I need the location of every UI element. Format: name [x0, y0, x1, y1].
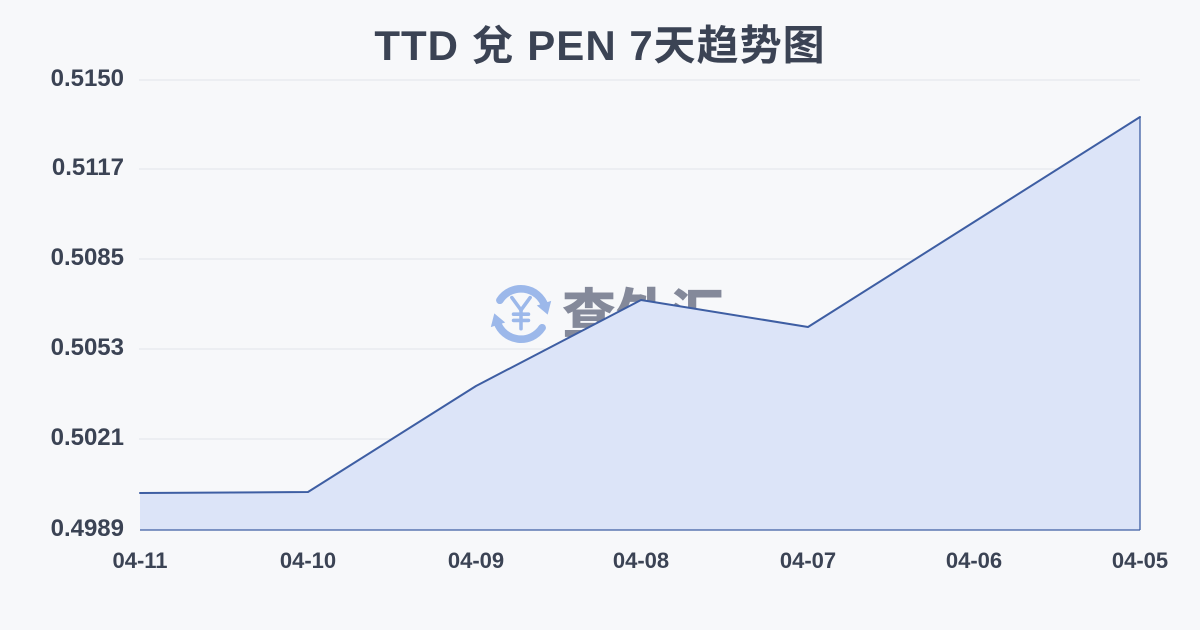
svg-text:04-08: 04-08: [613, 548, 669, 573]
svg-text:0.5117: 0.5117: [52, 154, 124, 181]
svg-text:0.5021: 0.5021: [51, 424, 124, 451]
svg-text:04-06: 04-06: [946, 548, 1002, 573]
svg-text:04-05: 04-05: [1112, 548, 1168, 573]
svg-text:0.5150: 0.5150: [51, 65, 124, 92]
svg-text:0.5053: 0.5053: [51, 334, 124, 361]
svg-text:0.4989: 0.4989: [51, 515, 124, 542]
svg-text:04-07: 04-07: [780, 548, 836, 573]
svg-text:04-11: 04-11: [112, 548, 167, 573]
svg-text:04-09: 04-09: [448, 548, 504, 573]
svg-text:0.5085: 0.5085: [51, 244, 124, 271]
svg-text:04-10: 04-10: [280, 548, 336, 573]
